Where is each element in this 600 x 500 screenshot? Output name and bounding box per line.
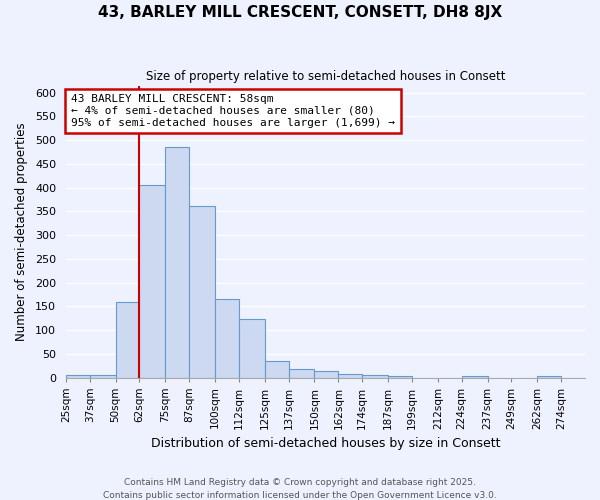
Bar [265,361,289,378]
Bar [314,372,338,378]
Bar [338,374,362,378]
Bar [189,206,215,378]
Y-axis label: Number of semi-detached properties: Number of semi-detached properties [15,122,28,341]
Title: Size of property relative to semi-detached houses in Consett: Size of property relative to semi-detach… [146,70,505,83]
Bar [116,302,139,378]
Text: 43 BARLEY MILL CRESCENT: 58sqm
← 4% of semi-detached houses are smaller (80)
95%: 43 BARLEY MILL CRESCENT: 58sqm ← 4% of s… [71,94,395,128]
Bar [537,376,561,378]
Bar [139,185,165,378]
Bar [362,375,388,378]
Text: Contains HM Land Registry data © Crown copyright and database right 2025.
Contai: Contains HM Land Registry data © Crown c… [103,478,497,500]
Text: 43, BARLEY MILL CRESCENT, CONSETT, DH8 8JX: 43, BARLEY MILL CRESCENT, CONSETT, DH8 8… [98,5,502,20]
Bar [388,376,412,378]
Bar [461,376,488,378]
Bar [215,299,239,378]
Bar [239,319,265,378]
Bar [89,375,116,378]
Bar [66,375,89,378]
Bar [289,370,314,378]
Bar [165,148,189,378]
X-axis label: Distribution of semi-detached houses by size in Consett: Distribution of semi-detached houses by … [151,437,500,450]
